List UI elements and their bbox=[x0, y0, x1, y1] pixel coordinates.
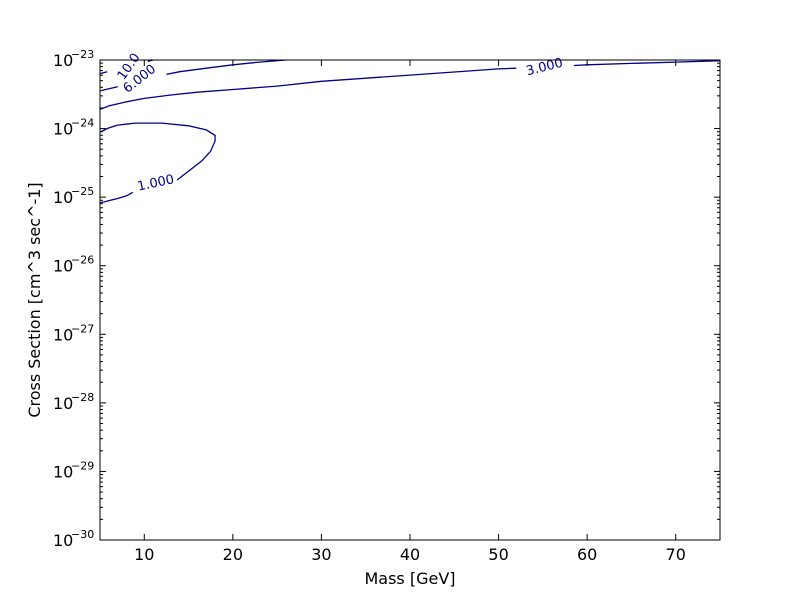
contour-line-1-000-a bbox=[100, 191, 134, 204]
contour-label-3-000: 3.000 bbox=[525, 56, 565, 80]
x-axis-label: Mass [GeV] bbox=[364, 569, 455, 588]
y-tick-label: 10−28 bbox=[53, 391, 94, 413]
x-tick-label: 40 bbox=[400, 545, 420, 564]
y-tick-label: 10−25 bbox=[53, 185, 94, 207]
y-tick-exponent: −25 bbox=[71, 185, 94, 198]
y-tick-exponent: −26 bbox=[71, 254, 94, 267]
plot-frame bbox=[99, 59, 721, 541]
y-tick-base: 10 bbox=[53, 51, 73, 70]
contour-line-3-000-a bbox=[100, 67, 517, 111]
x-tick-label: 30 bbox=[311, 545, 331, 564]
y-tick-base: 10 bbox=[53, 188, 73, 207]
y-axis-label: Cross Section [cm^3 sec^-1] bbox=[25, 182, 44, 417]
contour-line-3-000-b bbox=[573, 60, 720, 67]
contour-label-1-000: 1.000 bbox=[136, 172, 176, 194]
contour-line-10-0-a bbox=[100, 71, 108, 75]
y-tick-base: 10 bbox=[53, 325, 73, 344]
y-tick-exponent: −23 bbox=[71, 48, 94, 61]
y-tick-label: 10−29 bbox=[53, 459, 94, 481]
y-tick-exponent: −24 bbox=[71, 117, 94, 130]
contour-line-6-000-b bbox=[166, 60, 287, 76]
y-tick-label: 10−23 bbox=[53, 48, 94, 70]
y-tick-label: 10−30 bbox=[53, 528, 94, 550]
y-tick-exponent: −28 bbox=[71, 391, 94, 404]
x-tick-label: 20 bbox=[223, 545, 243, 564]
ticks-layer: 10 20 30 40 50 60 7010−3010−2910−2810−2710−261… bbox=[53, 48, 720, 564]
y-tick-base: 10 bbox=[53, 462, 73, 481]
y-tick-label: 10−26 bbox=[53, 254, 94, 276]
contour-line-6-000-a bbox=[100, 86, 118, 92]
x-tick-label: 50 bbox=[488, 545, 508, 564]
x-tick-label: 10 bbox=[134, 545, 154, 564]
y-tick-label: 10−27 bbox=[53, 322, 94, 344]
y-tick-exponent: −30 bbox=[71, 528, 94, 541]
x-tick-label: 60 bbox=[577, 545, 597, 564]
y-tick-base: 10 bbox=[53, 394, 73, 413]
y-tick-base: 10 bbox=[53, 120, 73, 139]
y-tick-base: 10 bbox=[53, 531, 73, 550]
y-tick-exponent: −27 bbox=[71, 322, 94, 335]
x-tick-label: 70 bbox=[666, 545, 686, 564]
y-tick-label: 10−24 bbox=[53, 117, 94, 139]
y-tick-exponent: −29 bbox=[71, 459, 94, 472]
y-tick-base: 10 bbox=[53, 257, 73, 276]
contour-line-1-000-b bbox=[100, 122, 216, 181]
contour-lines-layer bbox=[100, 60, 720, 204]
